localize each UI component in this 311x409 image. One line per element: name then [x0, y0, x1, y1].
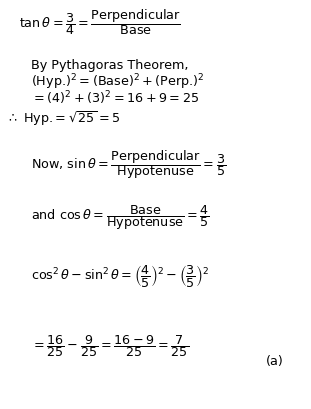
Text: $\therefore\ \text{Hyp.} = \sqrt{25} = 5$: $\therefore\ \text{Hyp.} = \sqrt{25} = 5… — [6, 109, 121, 128]
Text: and $\cos \theta = \dfrac{\text{Base}}{\text{Hypotenuse}} = \dfrac{4}{5}$: and $\cos \theta = \dfrac{\text{Base}}{\… — [31, 203, 210, 232]
Text: $\tan \theta = \dfrac{3}{4} = \dfrac{\text{Perpendicular}}{\text{Base}}$: $\tan \theta = \dfrac{3}{4} = \dfrac{\te… — [19, 7, 181, 38]
Text: $= (4)^2 + (3)^2 = 16 + 9 = 25$: $= (4)^2 + (3)^2 = 16 + 9 = 25$ — [31, 89, 199, 107]
Text: (a): (a) — [266, 355, 284, 369]
Text: $(\text{Hyp.})^2 = (\text{Base})^2 + (\text{Perp.})^2$: $(\text{Hyp.})^2 = (\text{Base})^2 + (\t… — [31, 72, 205, 92]
Text: $\cos^2 \theta - \sin^2 \theta = \left(\dfrac{4}{5}\right)^2 - \left(\dfrac{3}{5: $\cos^2 \theta - \sin^2 \theta = \left(\… — [31, 263, 209, 289]
Text: By Pythagoras Theorem,: By Pythagoras Theorem, — [31, 59, 188, 72]
Text: Now, $\sin \theta = \dfrac{\text{Perpendicular}}{\text{Hypotenuse}} = \dfrac{3}{: Now, $\sin \theta = \dfrac{\text{Perpend… — [31, 148, 226, 181]
Text: $= \dfrac{16}{25} - \dfrac{9}{25} = \dfrac{16-9}{25} = \dfrac{7}{25}$: $= \dfrac{16}{25} - \dfrac{9}{25} = \dfr… — [31, 333, 189, 359]
